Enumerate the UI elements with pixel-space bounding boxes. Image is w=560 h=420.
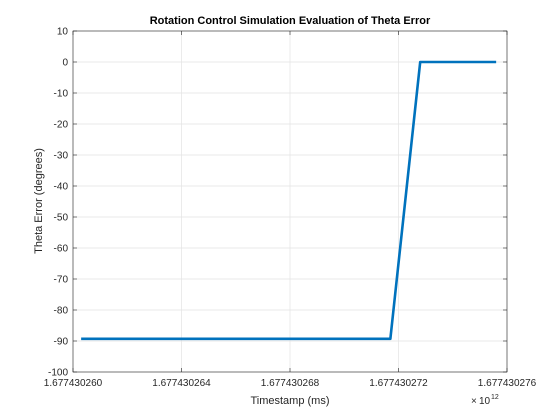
y-tick-label: -60 xyxy=(54,244,69,255)
exponent-times: × xyxy=(471,396,477,407)
exponent-base: 10 xyxy=(479,396,491,407)
y-tick-label: -80 xyxy=(54,306,69,317)
x-axis-exponent: 10 12 × xyxy=(471,394,499,407)
x-tick-label: 1.677430276 xyxy=(478,378,537,389)
x-axis-label: Timestamp (ms) xyxy=(250,395,329,407)
x-tick-label: 1.677430268 xyxy=(261,378,320,389)
series-layer xyxy=(81,60,497,341)
y-tick-label: 10 xyxy=(57,27,69,38)
x-tick-label: 1.677430264 xyxy=(152,378,211,389)
y-tick-label: -20 xyxy=(54,120,69,131)
exponent-power: 12 xyxy=(491,394,499,401)
y-tick-label: -70 xyxy=(54,275,69,286)
y-tick-label: -100 xyxy=(48,368,68,379)
theta-error-line xyxy=(81,60,497,341)
y-tick-label: -90 xyxy=(54,337,69,348)
ticks: 1.677430260 1.677430264 1.677430268 1.67743… xyxy=(44,27,537,390)
y-tick-label: -10 xyxy=(54,89,69,100)
y-tick-label: 0 xyxy=(62,58,68,69)
x-tick-label: 1.677430272 xyxy=(369,378,428,389)
y-tick-label: -40 xyxy=(54,182,69,193)
y-axis-label: Theta Error (degrees) xyxy=(33,148,45,254)
chart-title: Rotation Control Simulation Evaluation o… xyxy=(150,15,431,27)
y-tick-label: -30 xyxy=(54,151,69,162)
x-tick-label: 1.677430260 xyxy=(44,378,103,389)
y-tick-label: -50 xyxy=(54,213,69,224)
